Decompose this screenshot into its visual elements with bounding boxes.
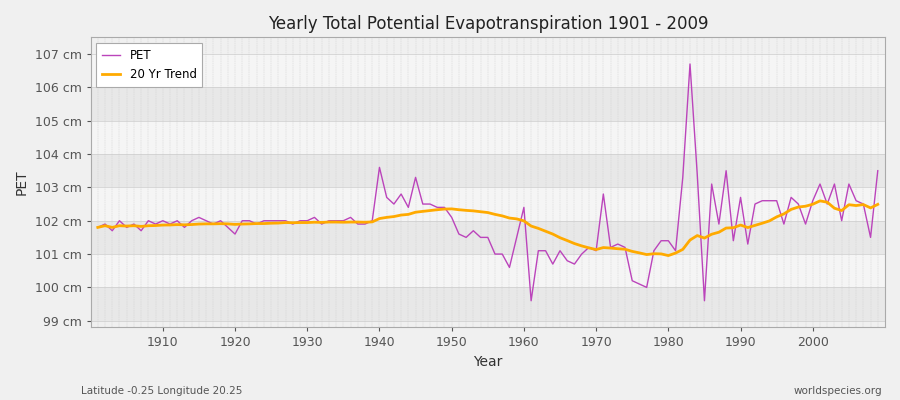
Bar <box>91 254 885 288</box>
20 Yr Trend <box>511 216 522 221</box>
Bar <box>91 187 885 221</box>
Bar <box>91 154 885 187</box>
PET <box>685 62 696 66</box>
PET <box>612 242 623 246</box>
20 Yr Trend <box>150 223 161 228</box>
20 Yr Trend <box>309 220 320 225</box>
Bar <box>91 288 885 321</box>
Bar <box>91 221 885 254</box>
20 Yr Trend <box>93 225 104 230</box>
Legend: PET, 20 Yr Trend: PET, 20 Yr Trend <box>96 43 202 87</box>
Line: 20 Yr Trend: 20 Yr Trend <box>98 201 878 256</box>
PET <box>353 222 364 226</box>
Title: Yearly Total Potential Evapotranspiration 1901 - 2009: Yearly Total Potential Evapotranspiratio… <box>267 15 708 33</box>
Text: worldspecies.org: worldspecies.org <box>794 386 882 396</box>
PET <box>93 225 104 230</box>
PET <box>526 298 536 303</box>
20 Yr Trend <box>518 218 529 223</box>
Bar <box>91 54 885 87</box>
X-axis label: Year: Year <box>473 355 502 369</box>
PET <box>150 222 161 226</box>
20 Yr Trend <box>605 246 616 250</box>
PET <box>511 235 522 240</box>
20 Yr Trend <box>353 220 364 224</box>
20 Yr Trend <box>814 198 825 203</box>
PET <box>872 168 883 173</box>
Text: Latitude -0.25 Longitude 20.25: Latitude -0.25 Longitude 20.25 <box>81 386 242 396</box>
20 Yr Trend <box>872 202 883 207</box>
Y-axis label: PET: PET <box>15 170 29 195</box>
PET <box>309 215 320 220</box>
Bar <box>91 87 885 121</box>
20 Yr Trend <box>663 253 674 258</box>
Line: PET: PET <box>98 64 878 301</box>
Bar <box>91 121 885 154</box>
PET <box>518 205 529 210</box>
